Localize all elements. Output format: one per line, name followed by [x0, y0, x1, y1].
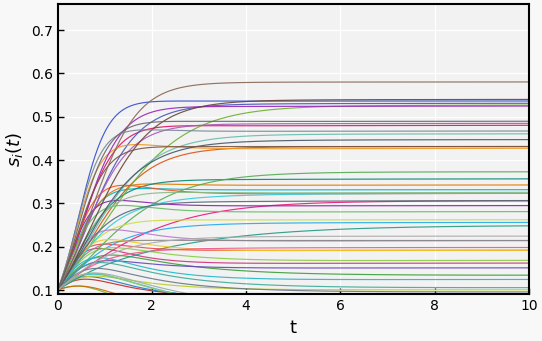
Y-axis label: $s_i(t)$: $s_i(t)$: [4, 132, 25, 167]
X-axis label: t: t: [290, 319, 297, 337]
